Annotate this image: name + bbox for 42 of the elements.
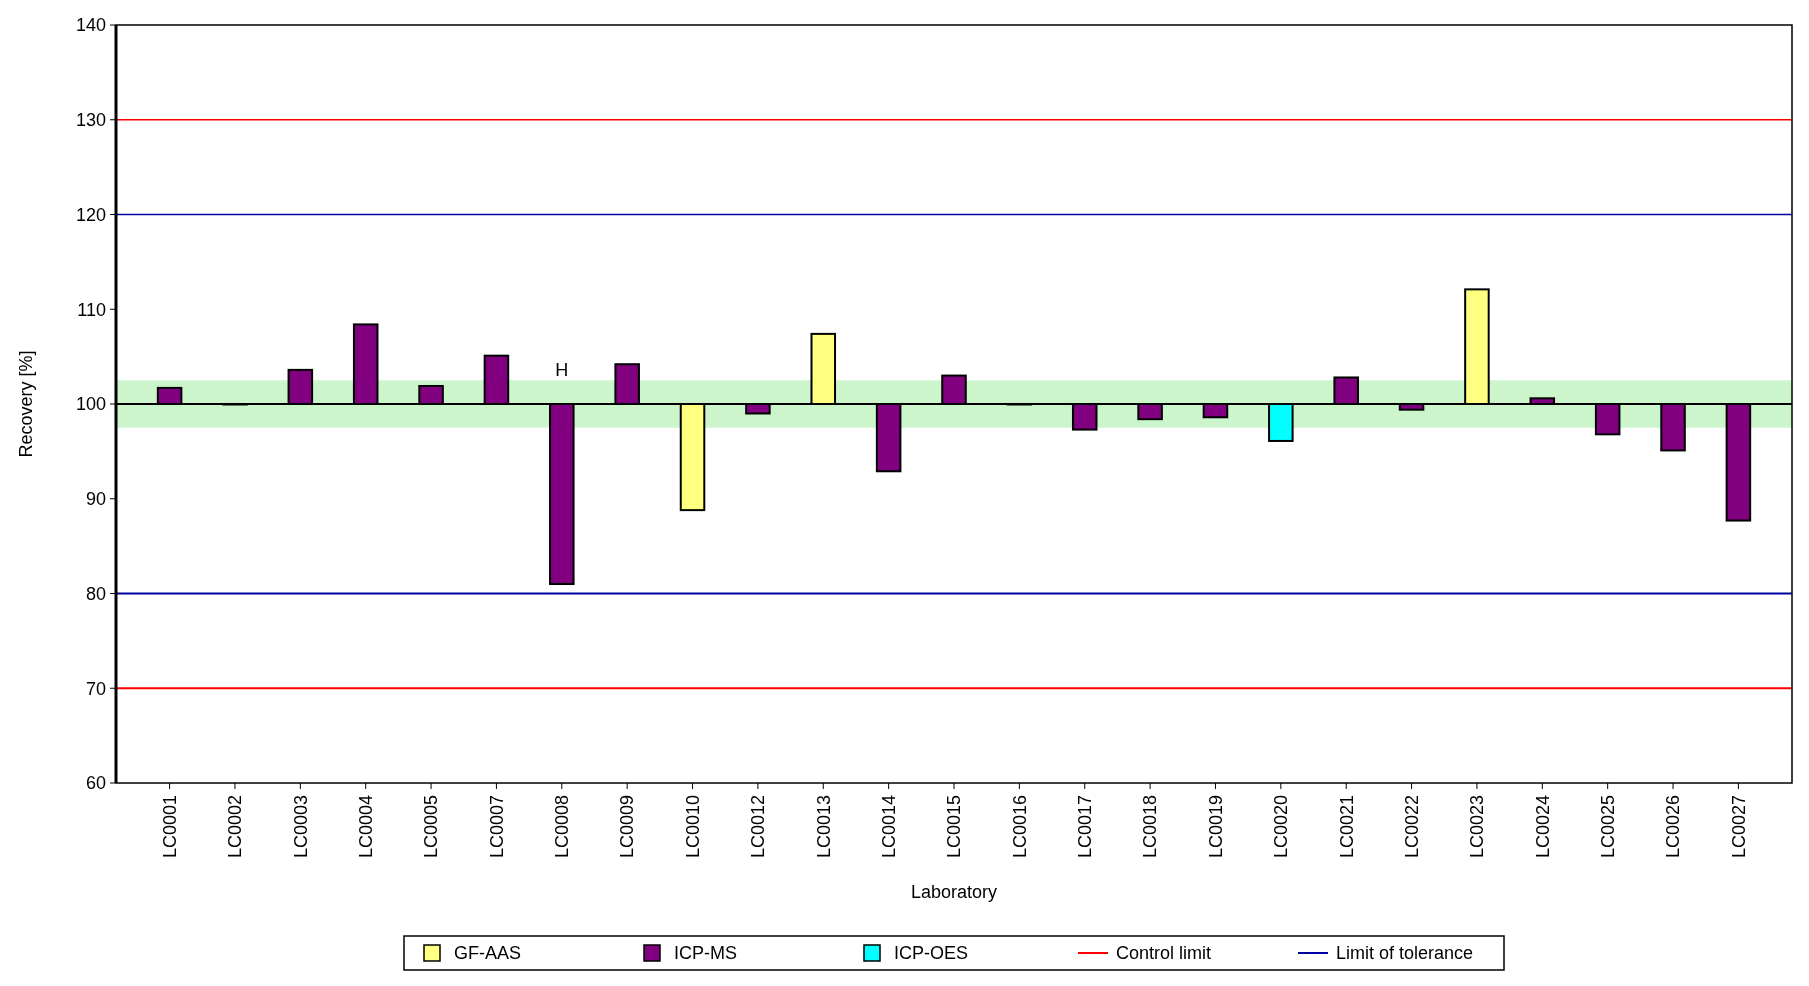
y-tick-label: 140 (75, 15, 106, 36)
x-tick-label: LC0007 (486, 795, 507, 859)
y-tick-label: 90 (85, 489, 106, 510)
y-tick-label: 60 (85, 773, 106, 794)
x-tick-label: LC0019 (1205, 795, 1226, 859)
y-tick-label: 130 (75, 110, 106, 131)
legend-label: GF-AAS (454, 943, 522, 964)
x-tick-label: LC0004 (356, 795, 376, 859)
x-tick-label: LC0008 (552, 795, 573, 859)
x-tick-label: LC0012 (748, 795, 769, 859)
y-tick-label: 80 (85, 583, 106, 604)
x-tick-label: LC0018 (1140, 795, 1161, 859)
legend-label: ICP-MS (674, 943, 737, 964)
x-tick-label: LC0014 (878, 795, 899, 859)
x-tick-label: LC0022 (1401, 795, 1422, 859)
x-tick-label: LC0003 (290, 795, 311, 859)
y-tick-label: 120 (75, 204, 106, 225)
x-tick-label: LC0021 (1336, 795, 1357, 859)
x-tick-label: LC0023 (1467, 795, 1488, 859)
x-tick-label: LC0002 (225, 795, 246, 859)
x-tick-label: LC0016 (1009, 795, 1030, 859)
x-tick-label: LC0015 (944, 795, 965, 859)
x-tick-label: LC0026 (1663, 795, 1684, 859)
x-tick-label: LC0024 (1532, 795, 1553, 859)
x-tick-label: LC0001 (159, 795, 180, 859)
x-tick-label: LC0017 (1075, 795, 1096, 859)
legend-label: Limit of tolerance (1336, 943, 1474, 964)
y-tick-label: 110 (77, 299, 106, 320)
y-tick-label: 70 (85, 678, 106, 699)
x-tick-label: LC0010 (682, 795, 703, 859)
annotation: H (555, 359, 569, 380)
x-axis-title: Laboratory (910, 882, 998, 902)
x-tick-label: LC0025 (1597, 795, 1618, 859)
x-tick-label: LC0005 (421, 795, 442, 859)
y-axis-title: Recovery [%] (16, 350, 36, 458)
legend-label: Control limit (1116, 943, 1212, 964)
x-tick-label: LC0027 (1728, 795, 1749, 859)
x-tick-label: LC0020 (1271, 795, 1292, 859)
x-tick-label: LC0009 (617, 795, 638, 859)
x-tick-label: LC0013 (813, 795, 834, 859)
y-tick-label: 100 (75, 394, 106, 415)
legend-label: ICP-OES (894, 943, 969, 964)
